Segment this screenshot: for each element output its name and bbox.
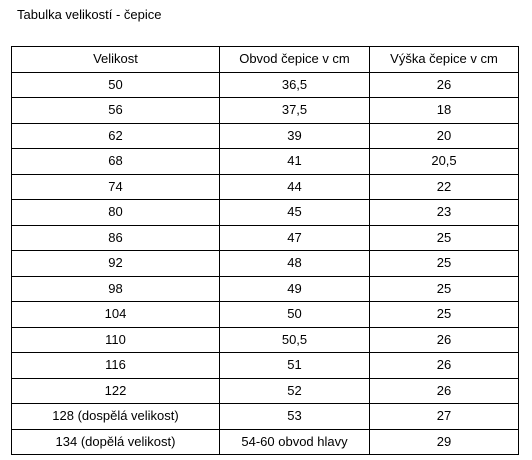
cell-size: 116 (11, 352, 220, 379)
cell-height: 20 (369, 122, 519, 149)
cell-circumference: 50 (219, 301, 370, 328)
cell-height: 26 (369, 71, 519, 98)
cell-circumference: 49 (219, 275, 370, 302)
cell-circumference: 47 (219, 224, 370, 251)
cell-circumference: 41 (219, 148, 370, 175)
cell-circumference: 48 (219, 250, 370, 277)
cell-height: 26 (369, 352, 519, 379)
table-row: 104 50 25 (11, 301, 519, 328)
cell-size: 80 (11, 199, 220, 226)
cell-circumference: 36,5 (219, 71, 370, 98)
table-row: 74 44 22 (11, 173, 519, 200)
cell-height: 25 (369, 224, 519, 251)
cell-height: 23 (369, 199, 519, 226)
cell-circumference: 52 (219, 377, 370, 404)
table-row: 56 37,5 18 (11, 97, 519, 124)
cell-circumference: 54-60 obvod hlavy (219, 428, 370, 455)
cell-circumference: 51 (219, 352, 370, 379)
table-row: 122 52 26 (11, 377, 519, 404)
size-table: Velikost Obvod čepice v cm Výška čepice … (11, 46, 519, 455)
cell-size: 50 (11, 71, 220, 98)
cell-height: 25 (369, 275, 519, 302)
cell-height: 20,5 (369, 148, 519, 175)
table-row: 98 49 25 (11, 275, 519, 302)
table-header-row: Velikost Obvod čepice v cm Výška čepice … (11, 46, 519, 73)
cell-size: 104 (11, 301, 220, 328)
cell-size: 62 (11, 122, 220, 149)
cell-height: 27 (369, 403, 519, 430)
table-row: 80 45 23 (11, 199, 519, 226)
cell-size: 128 (dospělá velikost) (11, 403, 220, 430)
cell-circumference: 37,5 (219, 97, 370, 124)
header-height: Výška čepice v cm (369, 46, 519, 73)
cell-size: 56 (11, 97, 220, 124)
table-row: 50 36,5 26 (11, 71, 519, 98)
cell-height: 26 (369, 377, 519, 404)
cell-size: 74 (11, 173, 220, 200)
cell-size: 86 (11, 224, 220, 251)
cell-size: 110 (11, 326, 220, 353)
cell-circumference: 45 (219, 199, 370, 226)
table-row: 134 (dopělá velikost) 54-60 obvod hlavy … (11, 428, 519, 455)
cell-height: 26 (369, 326, 519, 353)
cell-height: 25 (369, 250, 519, 277)
cell-size: 122 (11, 377, 220, 404)
header-size: Velikost (11, 46, 220, 73)
cell-height: 25 (369, 301, 519, 328)
cell-circumference: 39 (219, 122, 370, 149)
cell-height: 29 (369, 428, 519, 455)
table-row: 116 51 26 (11, 352, 519, 379)
table-row: 92 48 25 (11, 250, 519, 277)
cell-size: 134 (dopělá velikost) (11, 428, 220, 455)
table-row: 68 41 20,5 (11, 148, 519, 175)
cell-size: 92 (11, 250, 220, 277)
table-row: 86 47 25 (11, 224, 519, 251)
table-row: 62 39 20 (11, 122, 519, 149)
cell-height: 18 (369, 97, 519, 124)
table-row: 128 (dospělá velikost) 53 27 (11, 403, 519, 430)
cell-height: 22 (369, 173, 519, 200)
cell-circumference: 53 (219, 403, 370, 430)
header-circumference: Obvod čepice v cm (219, 46, 370, 73)
cell-circumference: 50,5 (219, 326, 370, 353)
cell-size: 68 (11, 148, 220, 175)
page-title: Tabulka velikostí - čepice (17, 7, 162, 22)
cell-size: 98 (11, 275, 220, 302)
cell-circumference: 44 (219, 173, 370, 200)
table-row: 110 50,5 26 (11, 326, 519, 353)
